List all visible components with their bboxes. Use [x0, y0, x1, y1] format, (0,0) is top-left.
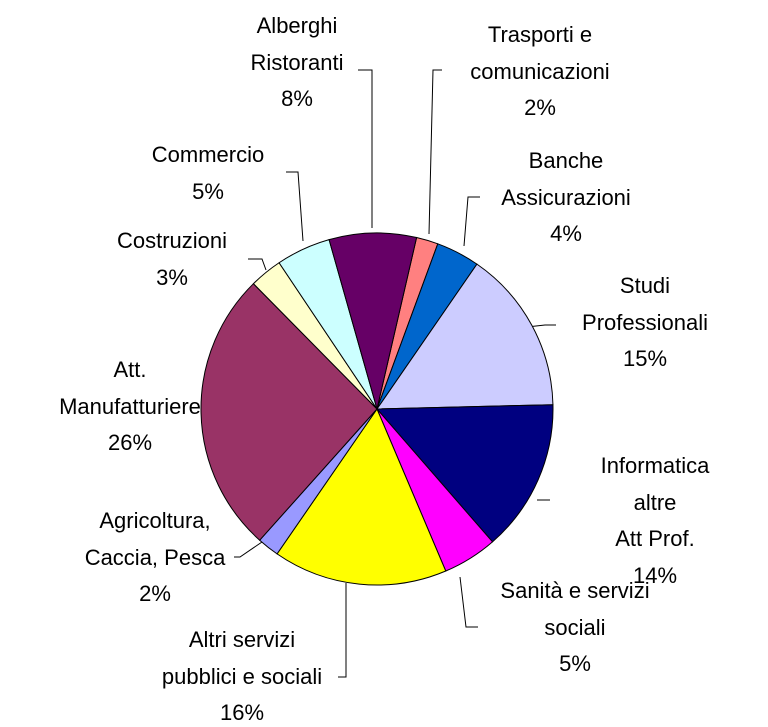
value-label: 16%: [219, 700, 265, 725]
category-label: Banche Assicurazioni: [501, 148, 631, 210]
value-label: 4%: [550, 221, 582, 246]
category-label: Agricoltura, Caccia, Pesca: [84, 508, 226, 570]
slice-label: Costruzioni 3%: [117, 223, 227, 296]
value-label: 2%: [139, 581, 171, 606]
slice-label: Studi Professionali 15%: [582, 268, 708, 378]
leader-line: [358, 69, 373, 228]
value-label: 5%: [559, 651, 591, 676]
value-label: 15%: [622, 346, 668, 371]
category-label: Trasporti e comunicazioni: [470, 22, 610, 84]
category-label: Altri servizi pubblici e sociali: [161, 627, 323, 689]
category-label: Informatica altre Att Prof.: [600, 453, 710, 551]
slice-label: Alberghi Ristoranti 8%: [251, 8, 344, 118]
pie-slice: [276, 407, 447, 586]
leader-lines: [234, 69, 556, 678]
value-label: 2%: [524, 95, 556, 120]
leader-line: [338, 583, 347, 678]
slice-label: Altri servizi pubblici e sociali 16%: [162, 622, 322, 727]
leader-line: [526, 324, 556, 328]
value-label: 14%: [632, 562, 678, 588]
slice-label: Commercio 5%: [152, 137, 264, 210]
leader-line: [428, 69, 442, 235]
leader-line: [459, 576, 478, 628]
pie-slice: [376, 263, 554, 410]
slice-label: Sanità e servizi sociali 5%: [500, 573, 649, 683]
value-label: 8%: [281, 86, 313, 111]
category-label: Studi Professionali: [582, 273, 708, 335]
slice-label: Informatica altre Att Prof. 14%: [599, 448, 712, 594]
slice-label: Att. Manufatturiere 26%: [59, 352, 201, 462]
leader-line: [234, 541, 263, 558]
category-label: Costruzioni: [116, 228, 228, 253]
leader-line: [286, 171, 304, 242]
leader-line: [248, 258, 267, 271]
category-label: Sanità e servizi sociali: [500, 578, 650, 640]
slice-label: Trasporti e comunicazioni 2%: [470, 17, 609, 127]
category-label: Alberghi Ristoranti: [250, 13, 344, 75]
pie-slice: [200, 282, 378, 541]
category-label: Commercio: [151, 142, 265, 167]
value-label: 26%: [107, 430, 153, 455]
category-label: Att. Manufatturiere: [59, 357, 201, 419]
slice-label: Banche Assicurazioni 4%: [501, 143, 631, 253]
value-label: 5%: [192, 178, 224, 204]
pie-slice: [375, 404, 554, 543]
pie-slice: [328, 232, 418, 410]
value-label: 3%: [156, 264, 188, 290]
slice-label: Agricoltura, Caccia, Pesca 2%: [85, 503, 226, 613]
leader-line: [463, 196, 480, 247]
